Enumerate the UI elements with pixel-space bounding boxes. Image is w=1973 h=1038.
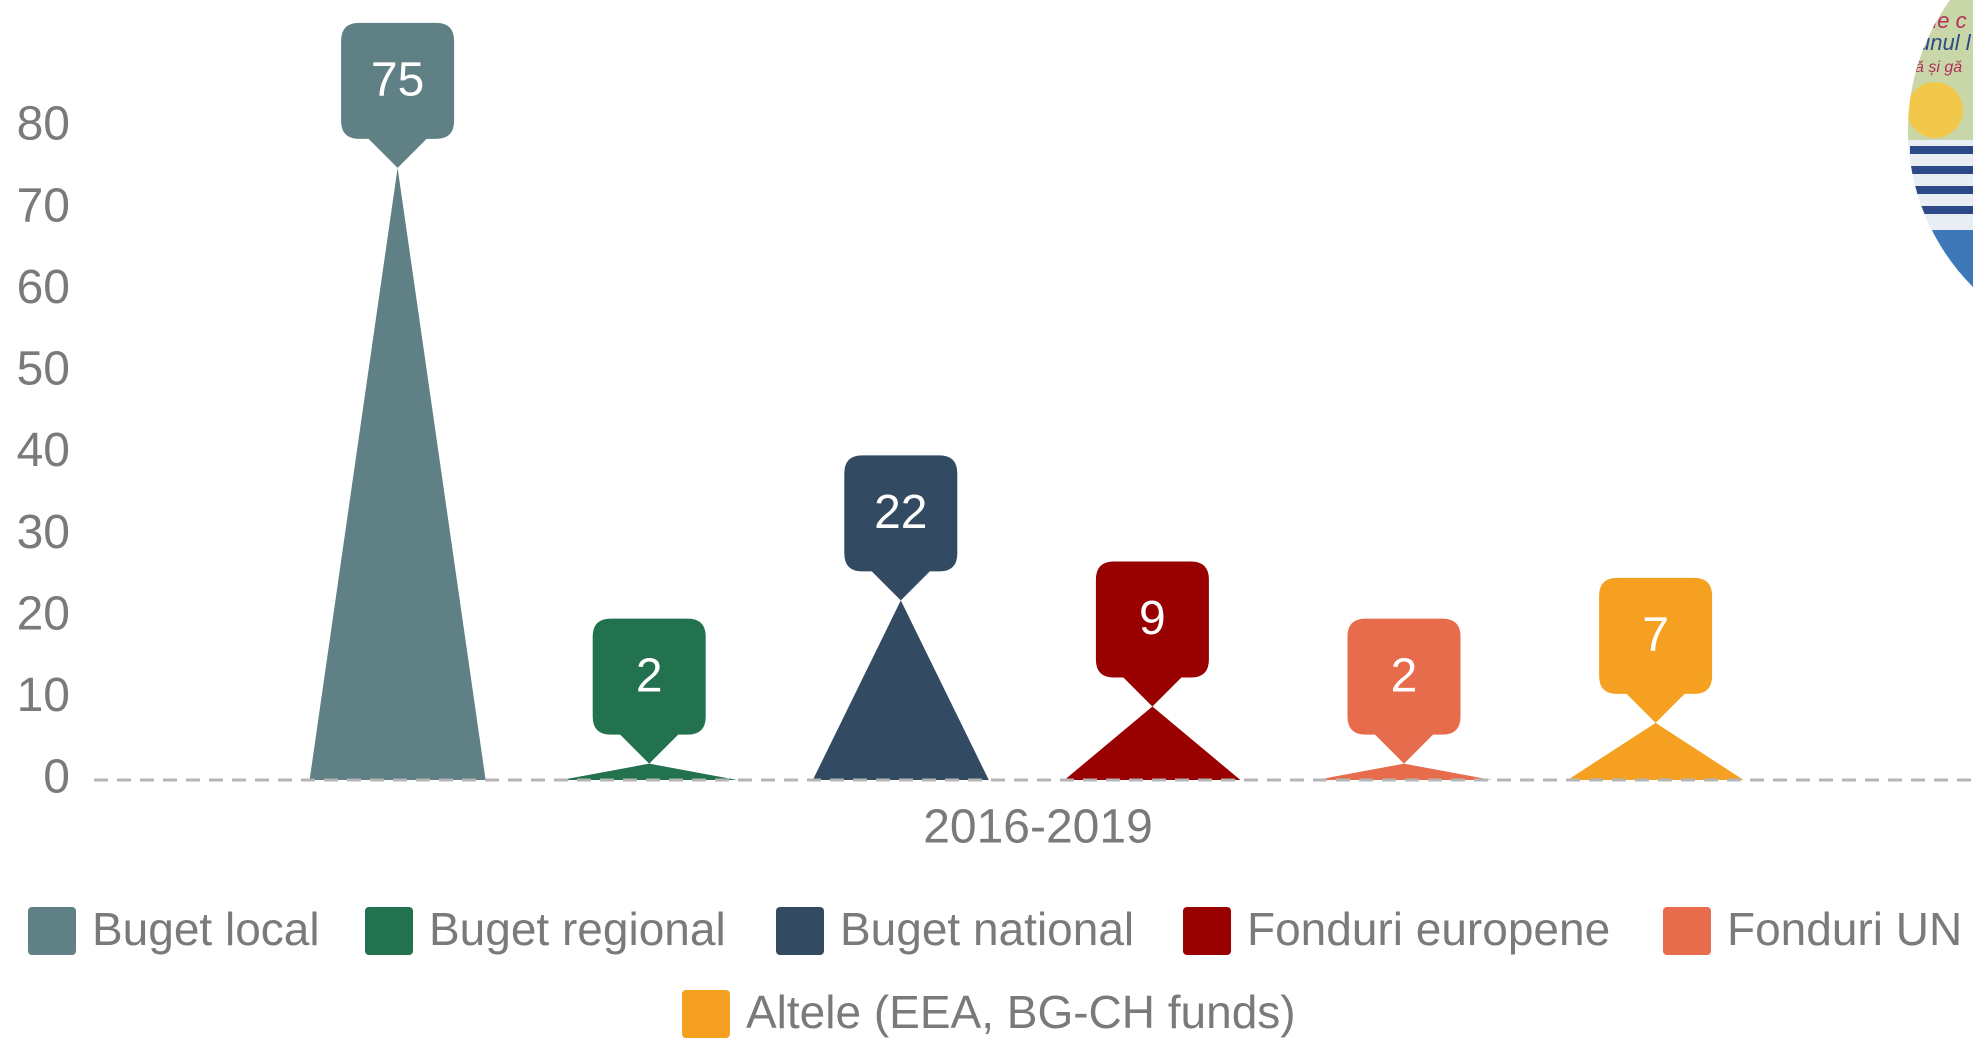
data-label-box — [1095, 561, 1209, 707]
legend-label: Fonduri UN — [1727, 903, 1962, 955]
legend-item: Buget national — [776, 903, 1134, 955]
y-tick-label: 20 — [17, 587, 70, 640]
legend-swatch — [682, 990, 730, 1038]
data-label-box — [592, 618, 706, 764]
y-tick-label: 70 — [17, 179, 70, 232]
legend-item: Buget local — [28, 903, 320, 955]
y-tick-label: 80 — [17, 98, 70, 151]
legend-item: Buget regional — [365, 903, 726, 955]
legend-item: Altele (EEA, BG-CH funds) — [682, 986, 1296, 1038]
legend-label: Buget national — [840, 903, 1134, 955]
bar — [812, 600, 989, 780]
y-tick-label: 10 — [17, 669, 70, 722]
y-tick-label: 0 — [43, 751, 70, 804]
bar — [1064, 706, 1241, 780]
data-label-box — [341, 22, 455, 168]
legend-label: Buget local — [92, 903, 320, 955]
legend-swatch — [776, 907, 824, 955]
legend-label: Fonduri europene — [1247, 903, 1610, 955]
bar — [1567, 722, 1744, 780]
data-label: 75 — [371, 53, 424, 106]
data-label-box — [1599, 577, 1713, 723]
y-tick-label: 50 — [17, 343, 70, 396]
x-tick-label: 2016-2019 — [923, 801, 1153, 854]
legend-swatch — [365, 907, 413, 955]
svg-text:ă și gă: ă și gă — [1915, 59, 1962, 76]
data-label-box — [1347, 618, 1461, 764]
data-label: 2 — [636, 649, 663, 702]
legend-label: Buget regional — [429, 903, 726, 955]
bar — [309, 167, 486, 780]
bar — [561, 763, 738, 780]
legend-item: Fonduri europene — [1183, 903, 1610, 955]
legend-item: Fonduri UN — [1663, 903, 1962, 955]
data-label: 2 — [1391, 649, 1418, 702]
data-label: 22 — [874, 486, 927, 539]
y-tick-label: 60 — [17, 261, 70, 314]
legend-swatch — [28, 907, 76, 955]
svg-text:unul l: unul l — [1918, 30, 1972, 55]
decorative-image: de c unul l ă și gă — [1908, 0, 1973, 352]
data-label-box — [844, 455, 958, 601]
data-label: 7 — [1642, 609, 1669, 662]
data-label: 9 — [1139, 592, 1166, 645]
legend-label: Altele (EEA, BG-CH funds) — [746, 986, 1296, 1038]
bar — [1316, 763, 1492, 780]
y-tick-label: 40 — [17, 424, 70, 477]
legend-swatch — [1663, 907, 1711, 955]
y-tick-label: 30 — [17, 506, 70, 559]
legend-swatch — [1183, 907, 1231, 955]
